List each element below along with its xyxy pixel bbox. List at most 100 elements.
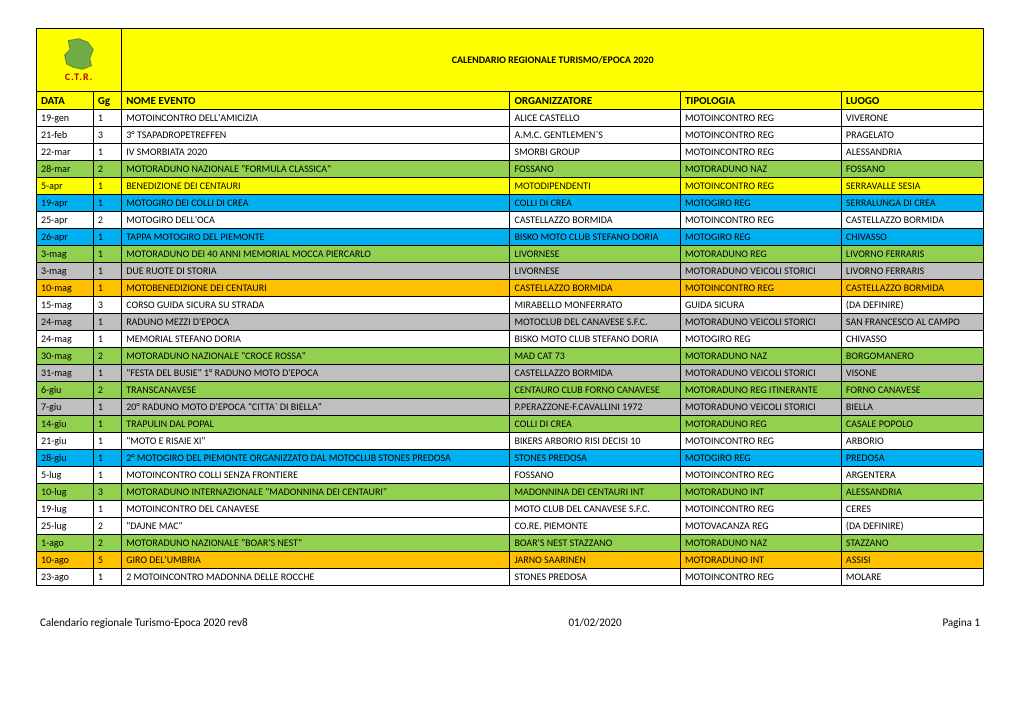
cell-org: P.PERAZZONE-F.CAVALLINI 1972 xyxy=(510,399,680,416)
cell-tip: MOTOINCONTRO REG xyxy=(680,144,841,161)
cell-luogo: FORNO CANAVESE xyxy=(841,382,983,399)
cell-data: 23-ago xyxy=(37,569,94,586)
table-row: 10-lug3MOTORADUNO INTERNAZIONALE "MADONN… xyxy=(37,484,984,501)
cell-gg: 1 xyxy=(93,450,121,467)
cell-nome: MOTOINCONTRO DELL'AMICIZIA xyxy=(122,110,510,127)
table-row: 28-mar2MOTORADUNO NAZIONALE "FORMULA CLA… xyxy=(37,161,984,178)
cell-luogo: LIVORNO FERRARIS xyxy=(841,246,983,263)
cell-luogo: (DA DEFINIRE) xyxy=(841,297,983,314)
cell-data: 5-apr xyxy=(37,178,94,195)
cell-nome: MOTOINCONTRO COLLI SENZA FRONTIERE xyxy=(122,467,510,484)
cell-tip: MOTOGIRO REG xyxy=(680,450,841,467)
cell-gg: 3 xyxy=(93,297,121,314)
cell-tip: MOTOINCONTRO REG xyxy=(680,467,841,484)
cell-luogo: ASSISI xyxy=(841,552,983,569)
cell-nome: "DAJNE MAC" xyxy=(122,518,510,535)
cell-nome: MOTOGIRO DELL'OCA xyxy=(122,212,510,229)
cell-data: 5-lug xyxy=(37,467,94,484)
cell-nome: MOTORADUNO NAZIONALE "BOAR'S NEST" xyxy=(122,535,510,552)
cell-luogo: SERRAVALLE SESIA xyxy=(841,178,983,195)
cell-luogo: VISONE xyxy=(841,365,983,382)
page-footer: Calendario regionale Turismo-Epoca 2020 … xyxy=(36,616,984,629)
cell-gg: 1 xyxy=(93,467,121,484)
cell-nome: IV SMORBIATA 2020 xyxy=(122,144,510,161)
cell-gg: 1 xyxy=(93,433,121,450)
cell-data: 19-gen xyxy=(37,110,94,127)
cell-org: BISKO MOTO CLUB STEFANO DORIA xyxy=(510,331,680,348)
cell-tip: MOTORADUNO NAZ xyxy=(680,535,841,552)
table-row: 5-apr1BENEDIZIONE DEI CENTAURIMOTODIPEND… xyxy=(37,178,984,195)
cell-org: CO.RE. PIEMONTE xyxy=(510,518,680,535)
cell-tip: MOTORADUNO NAZ xyxy=(680,161,841,178)
cell-gg: 2 xyxy=(93,382,121,399)
col-header-data: DATA xyxy=(37,92,94,110)
cell-luogo: CASTELLAZZO BORMIDA xyxy=(841,212,983,229)
logo-cell: C.T.R. xyxy=(37,29,122,92)
col-header-nome_evento: NOME EVENTO xyxy=(122,92,510,110)
table-row: 25-apr2MOTOGIRO DELL'OCACASTELLAZZO BORM… xyxy=(37,212,984,229)
cell-nome: MOTOINCONTRO DEL CANAVESE xyxy=(122,501,510,518)
table-row: 31-mag1"FESTA DEL BUSIE" 1° RADUNO MOTO … xyxy=(37,365,984,382)
cell-gg: 2 xyxy=(93,535,121,552)
cell-data: 19-apr xyxy=(37,195,94,212)
cell-org: MOTO CLUB DEL CANAVESE S.F.C. xyxy=(510,501,680,518)
cell-nome: 2° MOTOGIRO DEL PIEMONTE ORGANIZZATO DAL… xyxy=(122,450,510,467)
cell-gg: 2 xyxy=(93,161,121,178)
cell-data: 22-mar xyxy=(37,144,94,161)
cell-data: 21-giu xyxy=(37,433,94,450)
cell-data: 1-ago xyxy=(37,535,94,552)
cell-luogo: MOLARE xyxy=(841,569,983,586)
footer-right: Pagina 1 xyxy=(942,616,980,629)
cell-org: COLLI DI CREA xyxy=(510,416,680,433)
table-row: 10-mag1MOTOBENEDIZIONE DEI CENTAURICASTE… xyxy=(37,280,984,297)
cell-luogo: LIVORNO FERRARIS xyxy=(841,263,983,280)
table-row: 26-apr1TAPPA MOTOGIRO DEL PIEMONTEBISKO … xyxy=(37,229,984,246)
cell-gg: 1 xyxy=(93,416,121,433)
cell-gg: 2 xyxy=(93,212,121,229)
cell-gg: 1 xyxy=(93,229,121,246)
table-row: 1-ago2MOTORADUNO NAZIONALE "BOAR'S NEST"… xyxy=(37,535,984,552)
table-row: 21-giu1"MOTO E RISAIE XI"BIKERS ARBORIO … xyxy=(37,433,984,450)
cell-gg: 1 xyxy=(93,178,121,195)
cell-luogo: CHIVASSO xyxy=(841,331,983,348)
cell-data: 26-apr xyxy=(37,229,94,246)
table-row: 3-mag1DUE RUOTE DI STORIALIVORNESEMOTORA… xyxy=(37,263,984,280)
cell-org: LIVORNESE xyxy=(510,263,680,280)
table-row: 5-lug1MOTOINCONTRO COLLI SENZA FRONTIERE… xyxy=(37,467,984,484)
cell-org: BIKERS ARBORIO RISI DECISI 10 xyxy=(510,433,680,450)
cell-luogo: ALESSANDRIA xyxy=(841,144,983,161)
title-row: C.T.R.CALENDARIO REGIONALE TURISMO/EPOCA… xyxy=(37,29,984,92)
cell-data: 21-feb xyxy=(37,127,94,144)
cell-luogo: FOSSANO xyxy=(841,161,983,178)
cell-tip: MOTORADUNO VEICOLI STORICI xyxy=(680,399,841,416)
cell-luogo: ALESSANDRIA xyxy=(841,484,983,501)
cell-tip: MOTOINCONTRO REG xyxy=(680,212,841,229)
table-row: 19-gen1MOTOINCONTRO DELL'AMICIZIAALICE C… xyxy=(37,110,984,127)
cell-data: 15-mag xyxy=(37,297,94,314)
cell-tip: MOTOGIRO REG xyxy=(680,229,841,246)
cell-luogo: PREDOSA xyxy=(841,450,983,467)
cell-data: 19-lug xyxy=(37,501,94,518)
cell-data: 6-giu xyxy=(37,382,94,399)
cell-tip: MOTOINCONTRO REG xyxy=(680,110,841,127)
cell-org: MAD CAT 73 xyxy=(510,348,680,365)
cell-data: 28-giu xyxy=(37,450,94,467)
cell-org: CENTAURO CLUB FORNO CANAVESE xyxy=(510,382,680,399)
cell-gg: 1 xyxy=(93,246,121,263)
cell-gg: 3 xyxy=(93,127,121,144)
cell-tip: MOTOINCONTRO REG xyxy=(680,280,841,297)
table-row: 24-mag1RADUNO MEZZI D'EPOCAMOTOCLUB DEL … xyxy=(37,314,984,331)
footer-left: Calendario regionale Turismo-Epoca 2020 … xyxy=(40,616,248,629)
cell-org: MOTOCLUB DEL CANAVESE S.F.C. xyxy=(510,314,680,331)
cell-data: 28-mar xyxy=(37,161,94,178)
cell-gg: 1 xyxy=(93,331,121,348)
footer-center: 01/02/2020 xyxy=(568,616,621,629)
cell-data: 10-mag xyxy=(37,280,94,297)
cell-luogo: CHIVASSO xyxy=(841,229,983,246)
cell-tip: MOTORADUNO NAZ xyxy=(680,348,841,365)
cell-org: BOAR'S NEST STAZZANO xyxy=(510,535,680,552)
cell-luogo: CERES xyxy=(841,501,983,518)
cell-data: 3-mag xyxy=(37,263,94,280)
cell-org: STONES PREDOSA xyxy=(510,450,680,467)
cell-data: 24-mag xyxy=(37,331,94,348)
